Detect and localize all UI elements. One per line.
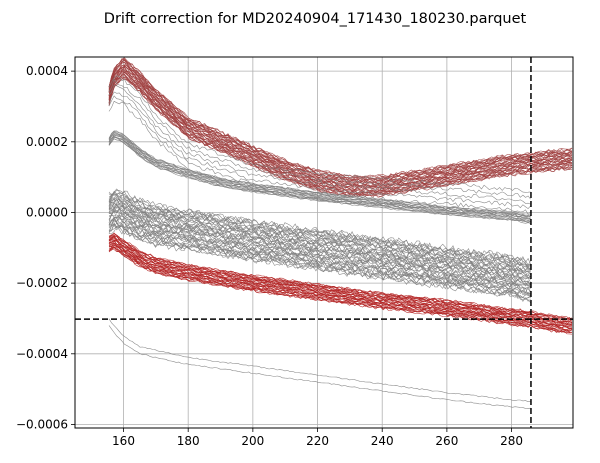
series-line-upper-raw [108, 91, 531, 209]
x-tick-label: 220 [306, 434, 329, 448]
series-line-upper-group-corrected [108, 59, 573, 182]
reference-lines [75, 57, 573, 428]
series-line-lower-group-corrected [108, 243, 573, 330]
series-line-mid-raw-cluster [108, 136, 531, 224]
series-line-lower-raw-cluster [108, 198, 531, 273]
x-tick-label: 180 [177, 434, 200, 448]
series-line-lower-raw-cluster [108, 216, 531, 294]
axes-frame [74, 56, 574, 429]
series-line-lower-raw-cluster [108, 206, 531, 281]
x-tick-label: 240 [371, 434, 394, 448]
series-line-lower-raw-cluster [108, 223, 531, 303]
series-line-upper-group-corrected [108, 72, 573, 193]
series-line-lower-raw-cluster [108, 203, 531, 278]
x-tick-label: 260 [435, 434, 458, 448]
series-line-mid-raw-cluster [108, 138, 531, 224]
series-line-upper-group-corrected [108, 64, 573, 185]
series-line-lower-group-corrected [108, 233, 573, 320]
series-line-lower-raw-cluster [108, 222, 531, 298]
y-tick-label: 0.0002 [26, 135, 68, 149]
series-line-lower-raw-cluster [108, 194, 531, 268]
series-group [108, 57, 573, 410]
series-line-mid-raw-cluster [108, 135, 531, 223]
series-line-lower-raw-cluster [108, 190, 531, 269]
series-line-lower-group-corrected [108, 234, 573, 324]
series-line-lower-group-corrected [108, 236, 573, 323]
series-line-mid-raw-cluster [108, 130, 531, 216]
x-tick-label: 160 [112, 434, 135, 448]
y-tick-label: −0.0002 [16, 276, 68, 290]
series-line-lower-group-corrected [108, 235, 573, 323]
series-line-upper-group-corrected [108, 57, 573, 178]
series-line-upper-raw [108, 75, 531, 193]
x-tick-label: 200 [241, 434, 264, 448]
series-line-lower-raw-cluster [108, 210, 531, 287]
y-tick-label: 0.0004 [26, 64, 68, 78]
series-line-mid-raw-cluster [108, 132, 531, 219]
series-line-bottom-raw [108, 325, 531, 410]
series-line-lower-group-corrected [108, 240, 573, 327]
axis-ticks: 160 180 200 220 240 260 280 0.0004 0.0002 0.0000 −… [16, 64, 523, 448]
series-line-bottom-raw [108, 318, 531, 403]
series-line-lower-group-corrected [108, 243, 573, 329]
series-line-mid-raw-cluster [108, 134, 531, 220]
series-line-lower-raw-cluster [108, 204, 531, 280]
y-tick-label: 0.0000 [26, 205, 68, 219]
series-line-lower-raw-cluster [108, 222, 531, 299]
series-line-lower-raw-cluster [108, 188, 531, 265]
series-line-lower-raw-cluster [108, 213, 531, 289]
series-line-lower-raw-cluster [108, 226, 531, 302]
series-line-upper-raw [108, 79, 531, 200]
x-tick-label: 280 [500, 434, 523, 448]
series-line-upper-raw [108, 84, 531, 205]
series-line-lower-raw-cluster [108, 189, 531, 266]
series-line-upper-group-corrected [108, 69, 573, 189]
y-tick-label: −0.0004 [16, 347, 68, 361]
series-line-lower-group-corrected [108, 234, 573, 320]
y-tick-label: −0.0006 [16, 417, 68, 431]
series-layer [108, 57, 573, 410]
chart-title: Drift correction for MD20240904_171430_1… [104, 11, 527, 27]
series-line-lower-raw-cluster [108, 207, 531, 287]
